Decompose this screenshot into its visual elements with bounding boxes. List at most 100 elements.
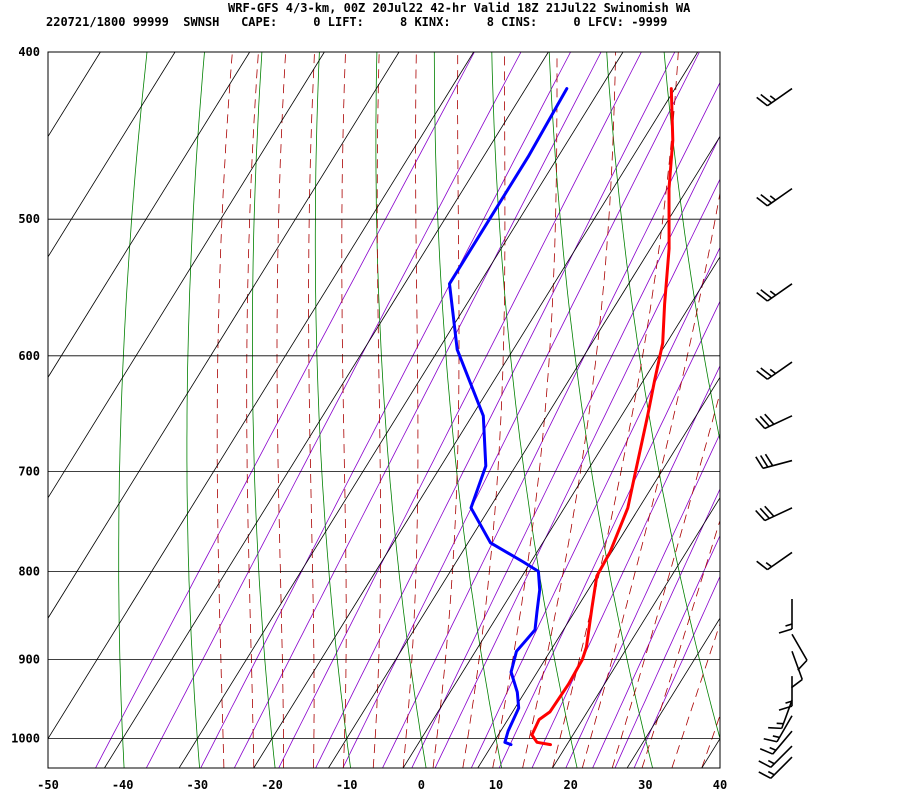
dry-adiabat	[837, 52, 900, 768]
x-tick-label: 0	[418, 778, 425, 792]
moist-adiabat	[611, 391, 720, 768]
moist-adiabat	[341, 52, 347, 768]
dry-adiabat	[375, 52, 427, 768]
moist-adiabats	[216, 52, 720, 768]
isotherm-line	[253, 52, 699, 768]
moist-adiabat	[581, 190, 720, 768]
chart-header: WRF-GFS 4/3-km, 00Z 20Jul22 42-hr Valid …	[0, 0, 900, 34]
isotherm-line	[402, 256, 720, 768]
y-tick-label: 500	[18, 212, 40, 226]
moist-adiabat	[552, 52, 679, 768]
wind-barb	[756, 187, 793, 207]
isotherm-line	[48, 52, 325, 499]
isotherm-line	[48, 52, 475, 740]
wind-barb	[755, 413, 793, 430]
moist-adiabat	[276, 52, 287, 768]
y-tick-label: 600	[18, 349, 40, 363]
isotherm-line	[178, 52, 624, 768]
wind-barb	[756, 361, 793, 380]
x-tick-label: 10	[489, 778, 503, 792]
moist-adiabat	[246, 52, 259, 768]
isotherm-line	[48, 52, 176, 258]
moist-adiabat	[432, 52, 460, 768]
x-tick-label: 40	[713, 778, 727, 792]
x-tick-label: 30	[638, 778, 652, 792]
isotherm-line	[104, 52, 549, 768]
isotherm-line	[626, 617, 720, 768]
moist-adiabat	[701, 714, 720, 768]
moist-adiabat	[641, 519, 720, 768]
mixing-ratio-line	[145, 52, 522, 768]
wind-barb	[763, 715, 793, 743]
moist-adiabat	[372, 52, 381, 768]
wind-barbs	[755, 87, 808, 780]
wind-barb	[758, 756, 793, 780]
x-tick-label: -20	[261, 778, 283, 792]
mixing-ratio-line	[531, 364, 720, 768]
dry-adiabat	[722, 52, 880, 768]
dewpoint-trace	[448, 87, 569, 747]
y-tick-label: 700	[18, 464, 40, 478]
mixing-ratio-line	[498, 300, 720, 768]
temperature-trace	[530, 87, 675, 747]
mixing-ratio-line	[342, 52, 700, 768]
grid	[48, 52, 720, 768]
isotherm-line	[328, 135, 720, 768]
x-tick-label: -10	[336, 778, 358, 792]
mixing-ratio-lines	[95, 52, 720, 768]
dry-adiabat	[252, 52, 276, 768]
isotherm-line	[552, 496, 720, 768]
dry-adiabat	[491, 52, 578, 768]
mixing-ratio-line	[614, 534, 720, 768]
dry-adiabat	[118, 52, 148, 768]
dry-adiabat	[433, 52, 502, 768]
dry-adiabat	[548, 52, 653, 768]
x-tick-label: -40	[112, 778, 134, 792]
moist-adiabat	[216, 52, 233, 768]
mixing-ratio-line	[382, 81, 720, 768]
y-tick-label: 900	[18, 653, 40, 667]
mixing-ratio-line	[233, 52, 602, 768]
y-axis-tick-labels: 400 500 600 700 800 900 1000	[11, 45, 40, 746]
isotherm-line	[48, 52, 251, 379]
mixing-ratio-line	[315, 52, 676, 768]
mixing-ratio-line	[633, 575, 720, 768]
isotherm-line	[701, 737, 720, 768]
wind-barb	[758, 745, 793, 768]
wind-barb	[791, 633, 808, 671]
mixing-ratio-line	[592, 488, 720, 768]
x-axis-tick-labels: -50 -40 -30 -20 -10 0 10 20 30 40	[37, 778, 727, 792]
mixing-ratio-line	[95, 52, 475, 768]
dry-adiabat	[894, 52, 900, 768]
isotherm-line	[48, 52, 101, 138]
wind-barb	[756, 283, 793, 302]
mixing-ratio-line	[411, 135, 720, 768]
dry-adiabat	[314, 52, 351, 768]
chart-title: WRF-GFS 4/3-km, 00Z 20Jul22 42-hr Valid …	[228, 1, 691, 15]
moist-adiabat	[522, 52, 616, 768]
dry-adiabat	[186, 52, 205, 768]
mixing-ratio-line	[470, 246, 720, 768]
sounding-series	[448, 87, 675, 747]
wind-barb	[755, 453, 793, 470]
wind-barb	[778, 598, 793, 634]
y-tick-label: 800	[18, 564, 40, 578]
isotherm-line	[48, 52, 400, 619]
sounding-indices: 220721/1800 99999 SWNSH CAPE: 0 LIFT: 8 …	[46, 15, 668, 29]
wind-barb	[756, 551, 793, 571]
dry-adiabat	[663, 52, 720, 443]
wind-barb	[759, 730, 793, 755]
wind-barb	[790, 651, 804, 689]
mixing-ratio-line	[434, 178, 720, 768]
moist-adiabat	[308, 52, 315, 768]
x-tick-label: -30	[186, 778, 208, 792]
x-tick-label: -50	[37, 778, 59, 792]
x-tick-label: 20	[563, 778, 577, 792]
wind-barb	[768, 699, 793, 730]
wind-barb	[756, 87, 793, 107]
y-tick-label: 1000	[11, 732, 40, 746]
y-tick-label: 400	[18, 45, 40, 59]
moist-adiabat	[402, 52, 419, 768]
moist-adiabat	[492, 52, 558, 768]
